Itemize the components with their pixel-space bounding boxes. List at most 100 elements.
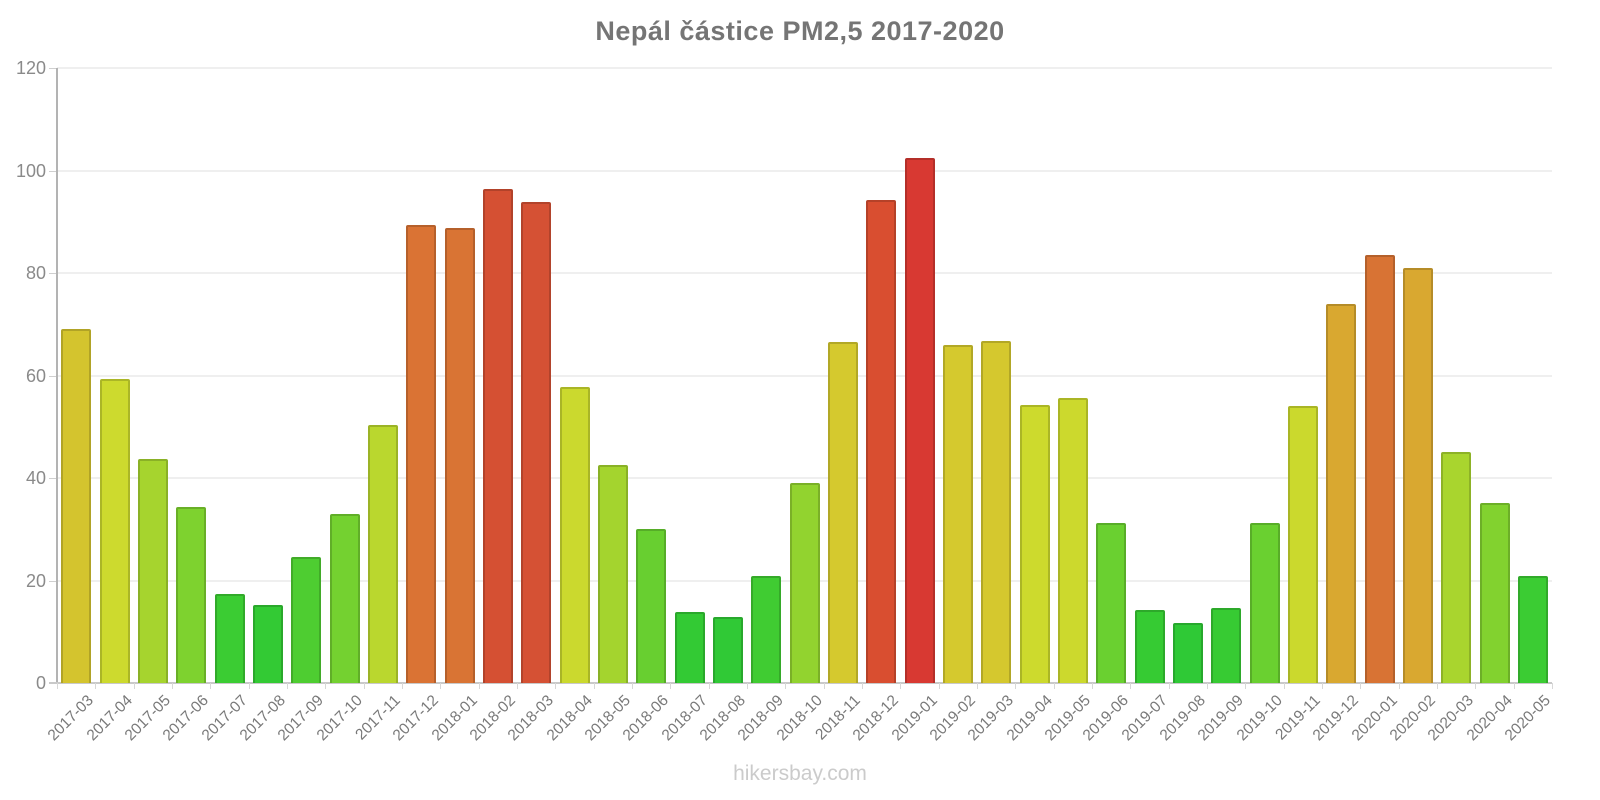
bar-2019-09 xyxy=(1211,608,1242,683)
bar-2018-09 xyxy=(751,576,782,683)
x-tick-mark-2019-11 xyxy=(1283,683,1285,689)
bar-2017-03 xyxy=(61,329,92,683)
bar-2019-03 xyxy=(981,340,1012,683)
bar-2017-07 xyxy=(214,594,245,683)
x-tick-mark-2019-02 xyxy=(938,683,940,689)
x-tick-mark-2017-05 xyxy=(133,683,135,689)
bar-2018-07 xyxy=(674,611,705,683)
chart-title: Nepál částice PM2,5 2017-2020 xyxy=(595,16,1005,46)
x-tick-mark-2017-07 xyxy=(210,683,212,689)
x-tick-mark-2018-06 xyxy=(632,683,633,689)
bar-2018-10 xyxy=(789,483,820,683)
bar-2020-05 xyxy=(1517,576,1548,683)
y-tick-label-0: 0 xyxy=(35,673,46,693)
bar-2017-06 xyxy=(176,506,207,683)
y-tick-mark-80 xyxy=(49,273,57,274)
bar-2018-11 xyxy=(827,342,858,683)
bar-2019-10 xyxy=(1249,522,1280,683)
x-tick-mark-2018-09 xyxy=(747,683,748,689)
bar-2017-04 xyxy=(99,379,130,683)
y-tick-mark-60 xyxy=(49,375,57,377)
x-tick-mark-2018-05 xyxy=(593,683,595,689)
x-tick-mark-2018-10 xyxy=(785,683,787,689)
x-tick-mark-2019-09 xyxy=(1207,683,1208,689)
y-tick-mark-120 xyxy=(49,68,57,69)
x-tick-mark-2020-03 xyxy=(1437,683,1438,689)
x-tick-mark-2019-08 xyxy=(1168,683,1170,689)
x-tick-mark-2020-05 xyxy=(1513,683,1515,689)
x-tick-mark-2017-12 xyxy=(402,683,403,689)
bar-2020-03 xyxy=(1441,452,1472,683)
y-tick-mark-40 xyxy=(49,478,57,479)
bar-2020-01 xyxy=(1364,254,1395,683)
x-tick-mark-2018-08 xyxy=(708,683,710,689)
y-tick-label-60: 60 xyxy=(25,365,46,386)
x-tick-mark-2018-01 xyxy=(440,683,442,689)
x-tick-mark-end xyxy=(1552,683,1553,689)
bar-2017-12 xyxy=(406,225,437,683)
bar-2018-02 xyxy=(482,189,513,683)
gridline-60 xyxy=(57,374,1552,377)
x-tick-mark-2020-04 xyxy=(1475,683,1477,689)
y-axis-line xyxy=(56,68,58,683)
bar-2019-11 xyxy=(1287,405,1318,683)
x-tick-mark-2017-03 xyxy=(57,683,58,689)
bar-2019-07 xyxy=(1134,610,1165,683)
y-tick-label-40: 40 xyxy=(25,468,46,488)
y-tick-label-100: 100 xyxy=(15,160,46,181)
x-tick-mark-2020-02 xyxy=(1398,683,1400,689)
gridline-100 xyxy=(57,169,1552,172)
bar-2017-08 xyxy=(252,605,283,683)
bar-2018-01 xyxy=(444,228,475,683)
x-tick-mark-2018-04 xyxy=(555,683,557,689)
x-tick-mark-2017-11 xyxy=(363,683,365,689)
bar-2019-06 xyxy=(1096,522,1127,683)
x-tick-mark-2017-04 xyxy=(95,683,97,689)
bar-2019-12 xyxy=(1326,303,1357,683)
bar-2019-08 xyxy=(1172,622,1203,683)
bar-2017-11 xyxy=(367,424,398,683)
x-tick-mark-2017-09 xyxy=(287,683,288,689)
watermark-hikersbay: hikersbay.com xyxy=(733,762,867,785)
x-tick-mark-2019-07 xyxy=(1130,683,1132,689)
x-tick-mark-2019-01 xyxy=(900,683,902,689)
y-tick-mark-20 xyxy=(49,580,57,582)
gridline-120 xyxy=(57,67,1552,69)
x-tick-mark-2019-10 xyxy=(1245,683,1247,689)
x-tick-mark-2018-11 xyxy=(823,683,825,689)
bar-2020-04 xyxy=(1479,502,1510,683)
x-tick-mark-2019-06 xyxy=(1092,683,1093,689)
x-tick-mark-2019-03 xyxy=(977,683,978,689)
x-tick-mark-2017-06 xyxy=(172,683,173,689)
bar-2018-06 xyxy=(636,529,667,683)
x-tick-mark-2018-02 xyxy=(478,683,480,689)
bar-2018-03 xyxy=(521,202,552,683)
gridline-40 xyxy=(57,477,1552,479)
bar-2020-02 xyxy=(1402,267,1433,683)
x-axis-line xyxy=(49,682,1552,684)
y-tick-label-80: 80 xyxy=(25,263,46,283)
x-tick-mark-2017-08 xyxy=(248,683,250,689)
bar-2019-05 xyxy=(1057,398,1088,683)
x-tick-mark-2018-12 xyxy=(862,683,863,689)
bar-2017-09 xyxy=(291,557,322,683)
bar-2019-01 xyxy=(904,157,935,683)
x-tick-mark-2019-12 xyxy=(1322,683,1323,689)
bar-2019-02 xyxy=(942,344,973,683)
x-tick-mark-2018-03 xyxy=(517,683,518,689)
gridline-80 xyxy=(57,272,1552,274)
y-tick-label-120: 120 xyxy=(15,58,46,78)
x-tick-mark-2017-10 xyxy=(325,683,327,689)
bar-2018-05 xyxy=(597,465,628,683)
x-tick-mark-2019-05 xyxy=(1053,683,1055,689)
bar-2019-04 xyxy=(1019,405,1050,683)
bar-2017-05 xyxy=(137,458,168,683)
x-tick-mark-2019-04 xyxy=(1015,683,1017,689)
bar-2018-04 xyxy=(559,386,590,683)
bar-2017-10 xyxy=(329,513,360,683)
bar-2018-12 xyxy=(866,199,897,683)
x-tick-mark-2018-07 xyxy=(670,683,672,689)
y-tick-mark-100 xyxy=(49,170,57,172)
